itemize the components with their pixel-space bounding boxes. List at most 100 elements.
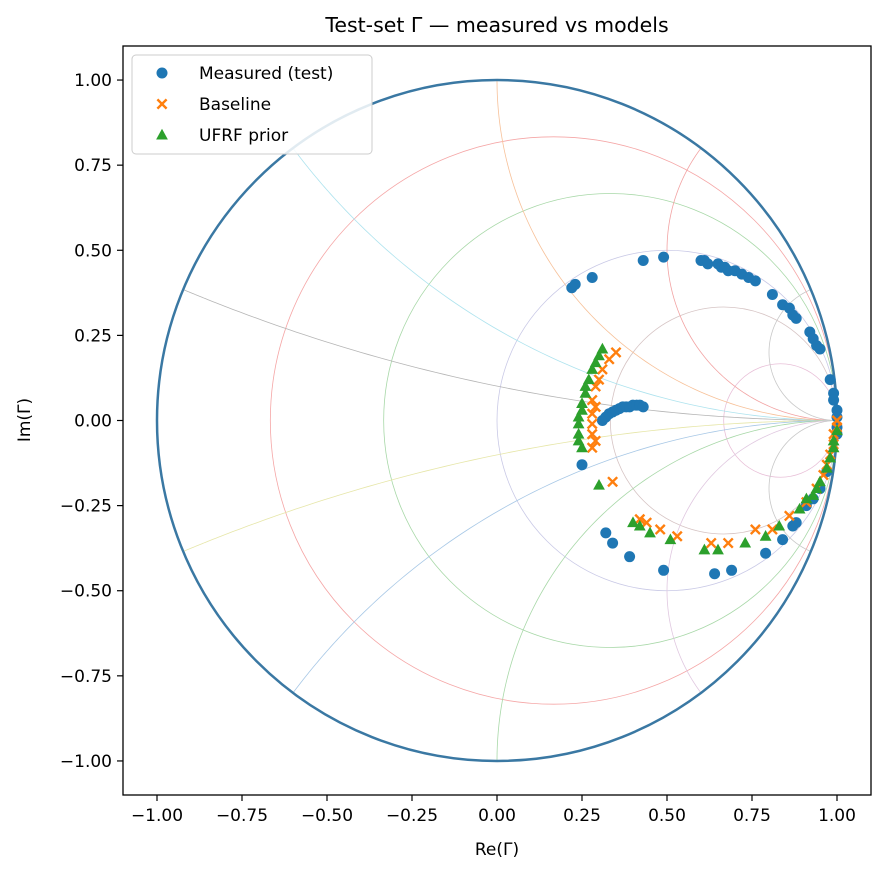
data-point bbox=[593, 374, 605, 386]
data-point bbox=[572, 417, 585, 429]
data-point bbox=[783, 510, 795, 522]
data-point bbox=[671, 530, 683, 542]
data-point bbox=[827, 434, 840, 446]
data-point bbox=[576, 459, 588, 471]
data-point bbox=[590, 401, 602, 413]
legend-marker bbox=[156, 128, 168, 140]
x-tick-label: −0.75 bbox=[216, 806, 268, 826]
data-point bbox=[586, 363, 599, 374]
data-point bbox=[607, 476, 619, 488]
y-tick-label: 0.25 bbox=[74, 326, 112, 346]
x-tick-label: −0.25 bbox=[386, 806, 438, 826]
y-tick-label: 0.75 bbox=[74, 156, 112, 176]
x-axis-title: Re(Γ) bbox=[475, 840, 519, 860]
data-point bbox=[664, 533, 677, 545]
data-point bbox=[828, 394, 840, 406]
y-tick-label: −0.75 bbox=[60, 667, 112, 687]
data-point bbox=[827, 441, 840, 453]
data-point bbox=[590, 435, 602, 447]
y-axis-title: Im(Γ) bbox=[15, 398, 35, 442]
data-point bbox=[576, 397, 588, 408]
data-point bbox=[824, 374, 836, 386]
legend-label: UFRF prior bbox=[199, 126, 288, 146]
data-point bbox=[759, 530, 772, 541]
data-point bbox=[627, 516, 639, 528]
legend-box bbox=[131, 54, 373, 155]
data-point bbox=[637, 254, 649, 266]
data-point bbox=[773, 519, 786, 531]
data-point bbox=[576, 441, 588, 453]
data-point bbox=[634, 513, 646, 525]
data-point bbox=[569, 278, 581, 290]
data-point bbox=[702, 258, 714, 270]
y-axis: 1.00 0.75 0.50 0.25 0.00 −0.25 −0.50 −0.75 −1.00 bbox=[60, 71, 123, 772]
data-point bbox=[722, 537, 734, 549]
data-point bbox=[790, 312, 802, 324]
legend-label: Measured (test) bbox=[199, 64, 333, 84]
y-tick-label: −0.50 bbox=[60, 582, 112, 602]
data-point bbox=[793, 502, 806, 514]
chart-title: Test-set Γ — measured vs models bbox=[324, 13, 668, 37]
legend-marker bbox=[156, 67, 168, 79]
data-point bbox=[637, 401, 649, 413]
data-point bbox=[760, 547, 772, 559]
x-axis: −1.00 −0.75 −0.50 −0.25 0.00 0.25 0.50 0.75 1.00 bbox=[131, 795, 856, 826]
data-point bbox=[586, 428, 598, 440]
data-point bbox=[586, 272, 598, 284]
data-point bbox=[820, 461, 833, 473]
legend-label: Baseline bbox=[199, 95, 271, 115]
data-point bbox=[579, 380, 592, 391]
data-point bbox=[654, 523, 666, 535]
data-point bbox=[579, 387, 592, 398]
data-points bbox=[566, 251, 843, 580]
data-point bbox=[800, 492, 813, 504]
legend-marker bbox=[156, 98, 168, 110]
y-tick-label: 0.50 bbox=[74, 241, 112, 261]
data-point bbox=[586, 408, 598, 420]
data-point bbox=[749, 275, 761, 287]
data-point bbox=[739, 536, 752, 548]
x-tick-label: 1.00 bbox=[818, 806, 856, 826]
series-triangle bbox=[572, 342, 843, 555]
data-point bbox=[586, 418, 598, 430]
data-point bbox=[777, 534, 789, 546]
y-tick-label: 1.00 bbox=[74, 71, 112, 91]
y-tick-label: −0.25 bbox=[60, 497, 112, 517]
x-tick-label: −1.00 bbox=[131, 806, 183, 826]
data-point bbox=[766, 523, 778, 535]
data-point bbox=[814, 475, 826, 487]
data-point bbox=[807, 489, 820, 500]
data-point bbox=[607, 537, 619, 549]
data-point bbox=[603, 353, 615, 365]
data-point bbox=[831, 424, 843, 436]
data-point bbox=[709, 568, 721, 580]
y-tick-label: −1.00 bbox=[60, 752, 112, 772]
data-point bbox=[810, 482, 823, 494]
data-point bbox=[644, 526, 656, 538]
x-tick-label: −0.50 bbox=[301, 806, 353, 826]
data-point bbox=[726, 564, 738, 576]
data-point bbox=[658, 251, 670, 263]
data-point bbox=[658, 564, 670, 576]
data-point bbox=[624, 551, 636, 563]
legend: Measured (test) Baseline UFRF prior bbox=[131, 54, 373, 155]
x-tick-label: 0.50 bbox=[648, 806, 686, 826]
data-point bbox=[814, 343, 826, 355]
data-point bbox=[766, 289, 778, 301]
data-point bbox=[831, 411, 843, 423]
data-point bbox=[824, 451, 837, 463]
x-tick-label: 0.00 bbox=[478, 806, 516, 826]
data-point bbox=[831, 415, 843, 426]
data-point bbox=[633, 519, 646, 531]
x-tick-label: 0.75 bbox=[733, 806, 771, 826]
data-point bbox=[572, 427, 585, 439]
y-tick-label: 0.00 bbox=[74, 412, 112, 432]
data-point bbox=[593, 478, 605, 490]
data-point bbox=[749, 523, 761, 535]
data-point bbox=[712, 543, 724, 555]
data-point bbox=[600, 527, 612, 539]
data-point bbox=[698, 543, 711, 555]
data-point bbox=[705, 537, 717, 549]
data-point bbox=[586, 442, 598, 454]
